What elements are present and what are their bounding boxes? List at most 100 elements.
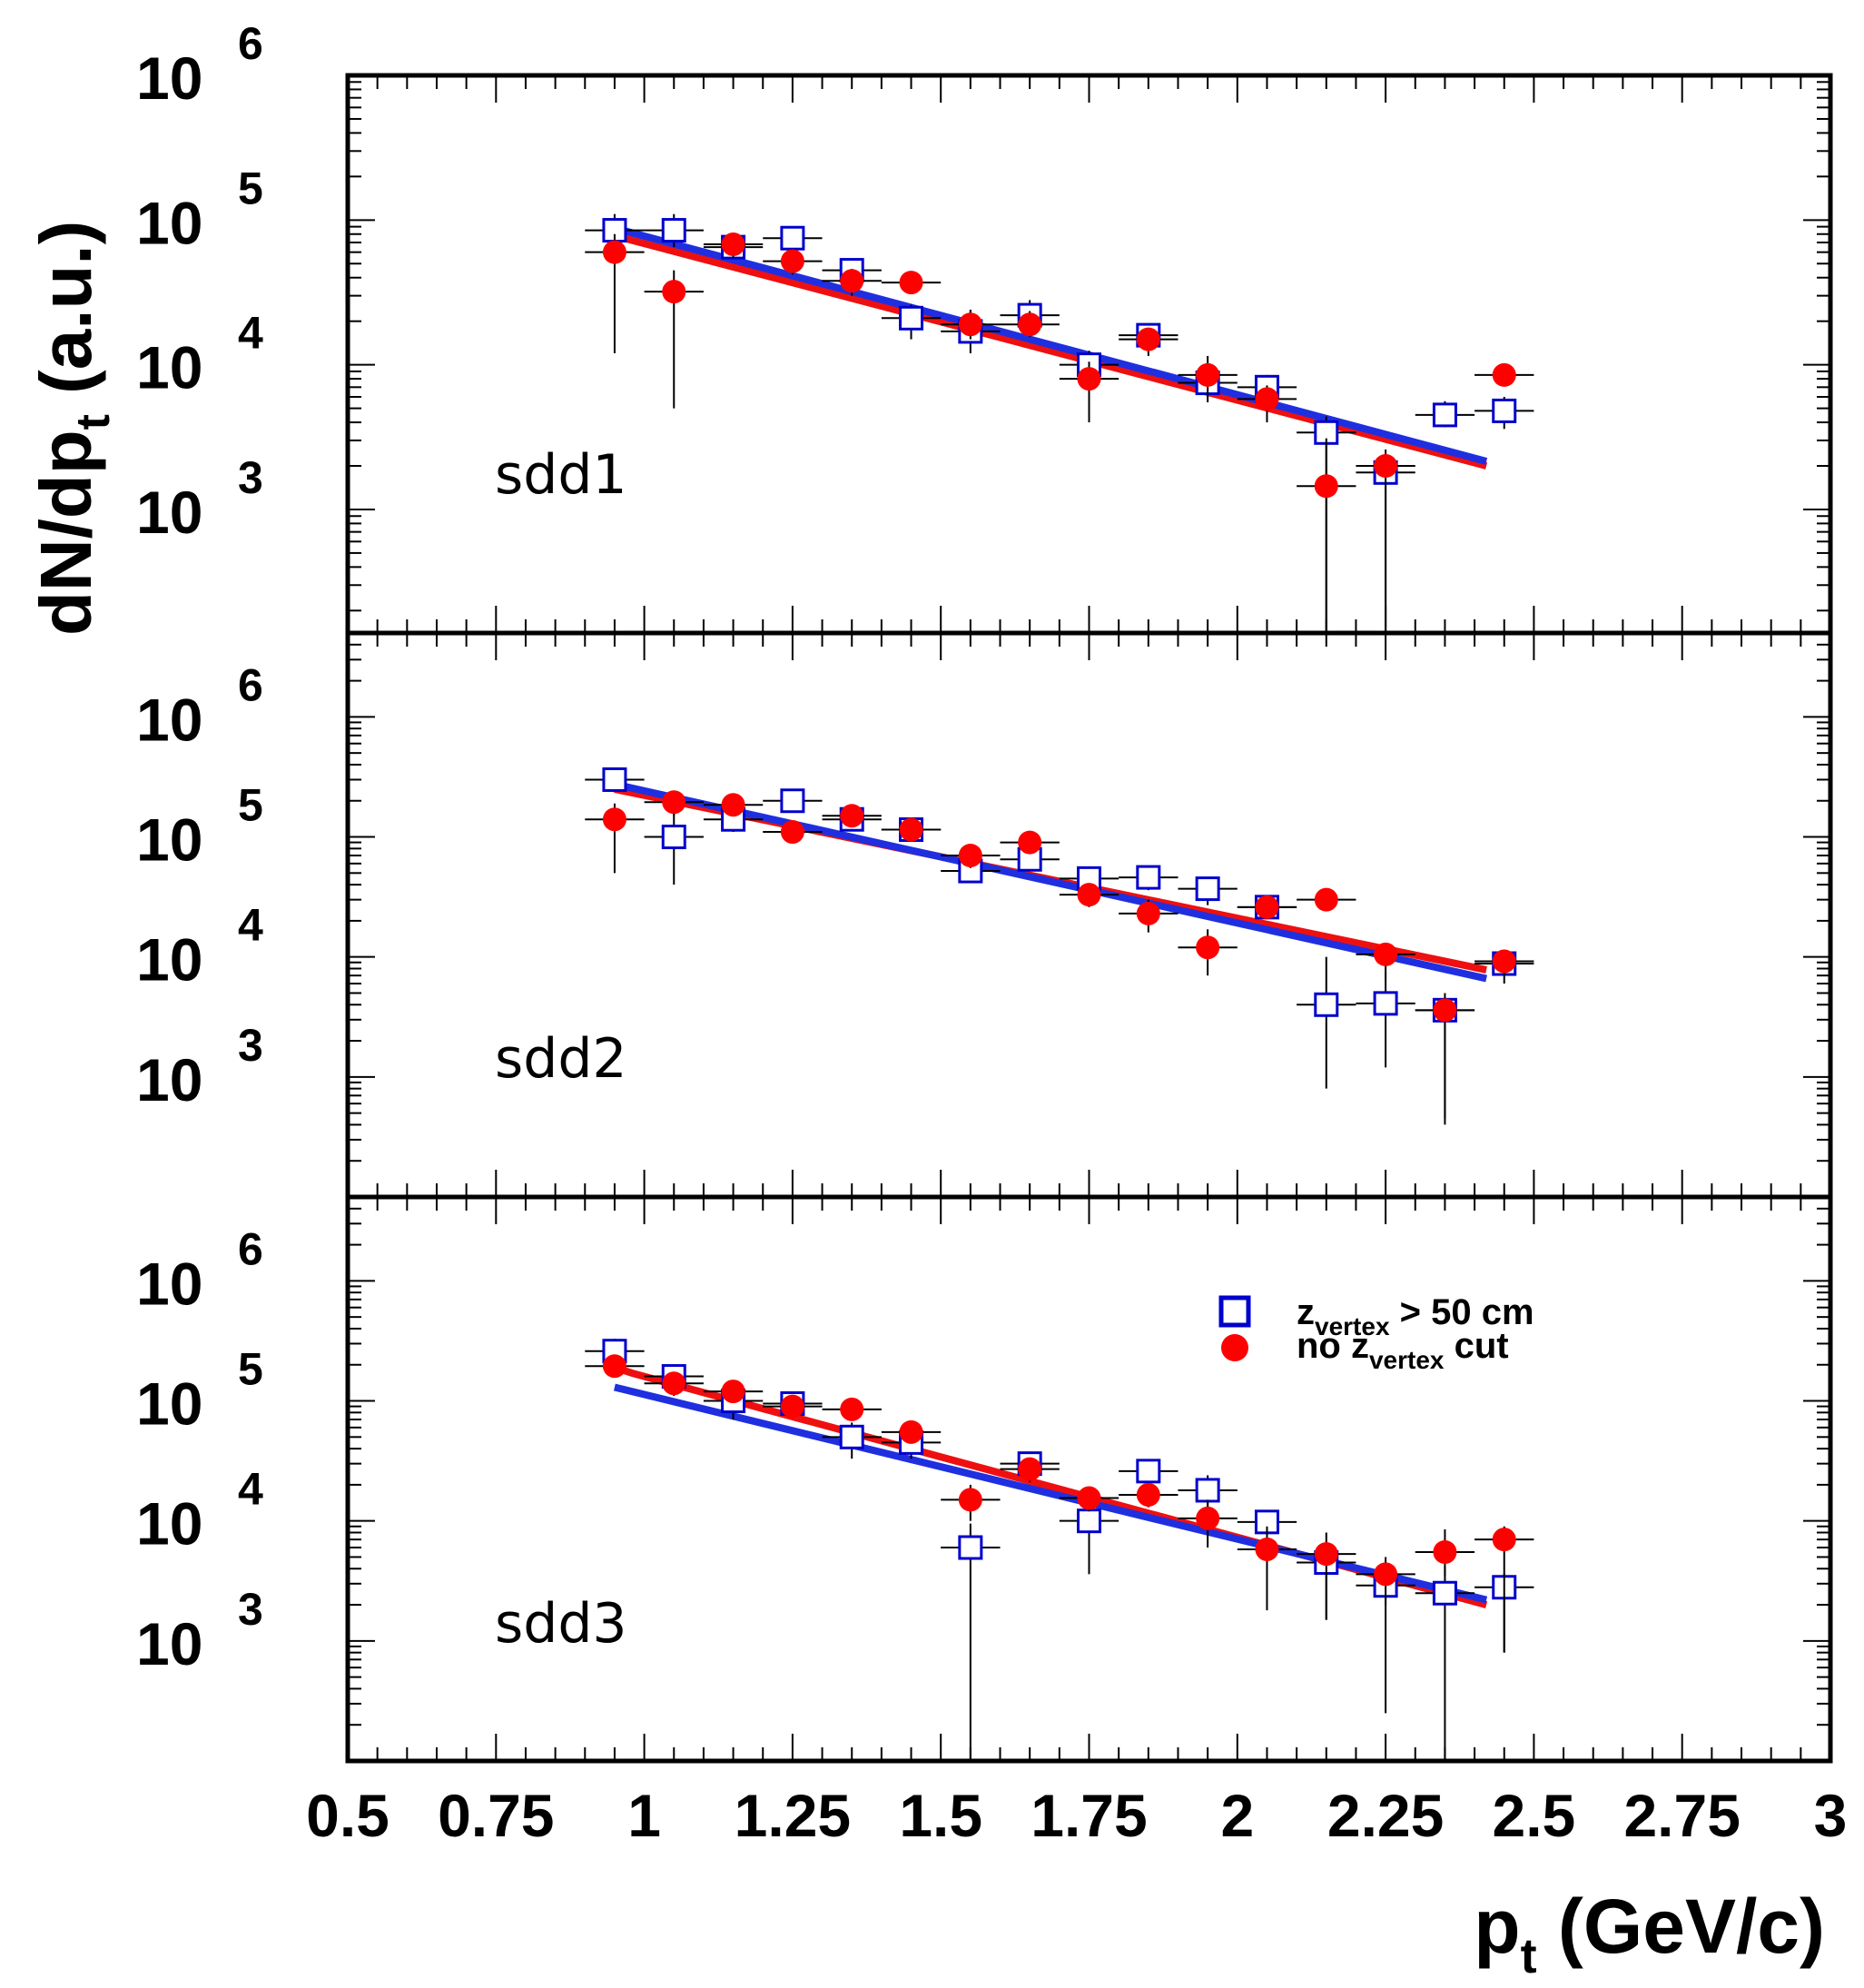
data-point-no-zvertex-cut (1136, 1482, 1160, 1507)
data-point-no-zvertex-cut (1492, 362, 1516, 387)
y-tick-label-exponent: 6 (238, 18, 263, 69)
data-point-no-zvertex-cut (899, 271, 923, 295)
y-tick-label-decade: 10 (136, 806, 202, 874)
y-tick-label-decade: 10 (136, 1370, 202, 1438)
data-point-no-zvertex-cut (602, 807, 626, 832)
data-point-zvertex-cut (1195, 1478, 1220, 1503)
x-tick-label: 0.5 (306, 1782, 390, 1849)
data-point-no-zvertex-cut (1196, 935, 1220, 960)
data-point-no-zvertex-cut (1374, 942, 1398, 966)
x-axis-title-rest: (GeV/c) (1537, 1884, 1825, 1969)
data-point-no-zvertex-cut (1314, 1542, 1338, 1567)
x-tick-label: 2.5 (1493, 1782, 1576, 1849)
legend-nocut-sub: vertex (1369, 1346, 1445, 1374)
fit-line-zvertex-cut (614, 780, 1487, 983)
y-tick-label-decade: 10 (136, 1490, 202, 1558)
x-tick-label: 1.75 (1031, 1782, 1147, 1849)
y-tick-label-decade: 10 (136, 926, 202, 994)
y-tick-label-decade: 10 (136, 1610, 202, 1677)
x-tick-labels: 0.5 0.75 1 1.25 1.5 1.75 2 2.25 2.5 2.75 3 (306, 1782, 1847, 1849)
data-point-zvertex-cut (1373, 991, 1398, 1016)
data-point-no-zvertex-cut (662, 790, 686, 815)
x-axis-title-main: p (1474, 1884, 1520, 1969)
legend-text-zcut: zvertex > 50 cm (1297, 1292, 1534, 1340)
legend: zvertex > 50 cm no zvertex cut (1218, 1292, 1534, 1374)
data-point-zvertex-cut (1077, 1508, 1101, 1534)
legend-zcut-sub: vertex (1315, 1312, 1390, 1340)
data-point-no-zvertex-cut (1018, 1457, 1042, 1481)
x-tick-label: 1.5 (899, 1782, 982, 1849)
data-point-no-zvertex-cut (721, 232, 745, 257)
data-point-zvertex-cut (1432, 1580, 1457, 1606)
data-point-no-zvertex-cut (1374, 454, 1398, 479)
data-point-zvertex-cut (1195, 876, 1220, 902)
data-point-zvertex-cut (661, 825, 686, 850)
data-point-no-zvertex-cut (899, 817, 923, 842)
data-point-no-zvertex-cut (958, 844, 982, 868)
data-point-zvertex-cut (839, 1424, 864, 1449)
y-tick-label-exponent: 4 (238, 900, 263, 951)
data-point-zvertex-cut (1492, 398, 1517, 423)
data-point-no-zvertex-cut (1196, 362, 1220, 387)
data-point-zvertex-cut (780, 225, 805, 251)
panel-label: sdd2 (495, 1027, 627, 1091)
data-point-no-zvertex-cut (1018, 312, 1042, 337)
data-point-no-zvertex-cut (1136, 327, 1160, 351)
data-point-no-zvertex-cut (1492, 1528, 1516, 1552)
y-tick-label-exponent: 5 (238, 780, 263, 831)
panel-sdd1: 10 3 10 4 10 5 10 6 sdd1 (136, 18, 1833, 636)
y-tick-label-decade: 10 (136, 334, 202, 401)
x-tick-label: 1 (627, 1782, 661, 1849)
y-tick-label-exponent: 3 (238, 1584, 263, 1635)
data-point-no-zvertex-cut (1018, 830, 1042, 855)
y-tick-label-exponent: 5 (238, 163, 263, 213)
y-axis-title-main: dN/dp (25, 430, 106, 636)
data-point-no-zvertex-cut (958, 312, 982, 337)
data-point-no-zvertex-cut (780, 1394, 804, 1419)
legend-nocut-pre: no z (1297, 1326, 1369, 1366)
y-tick-label-exponent: 6 (238, 659, 263, 710)
data-point-zvertex-cut (958, 1535, 983, 1560)
data-point-no-zvertex-cut (1314, 474, 1338, 499)
x-axis-title-sub: t (1521, 1929, 1537, 1983)
data-point-no-zvertex-cut (721, 1380, 745, 1404)
y-tick-label-exponent: 5 (238, 1344, 263, 1395)
panel-label: sdd1 (495, 443, 627, 507)
y-axis-title-sub: t (67, 414, 120, 430)
data-point-no-zvertex-cut (780, 820, 804, 845)
data-point-no-zvertex-cut (780, 249, 804, 273)
x-tick-label: 2 (1220, 1782, 1254, 1849)
y-tick-label-decade: 10 (136, 1250, 202, 1317)
data-point-zvertex-cut (661, 218, 686, 243)
data-point-no-zvertex-cut (1077, 1486, 1101, 1510)
data-point-no-zvertex-cut (1255, 1537, 1279, 1561)
legend-nocut-rest: cut (1445, 1326, 1509, 1366)
panel-sdd3: 10 3 10 4 10 5 10 6 sdd3 (136, 1194, 1833, 1764)
y-tick-label-exponent: 3 (238, 1020, 263, 1071)
y-tick-label-decade: 10 (136, 45, 202, 112)
data-point-no-zvertex-cut (1077, 367, 1101, 391)
y-tick-label-exponent: 4 (238, 1464, 263, 1515)
y-tick-label-exponent: 3 (238, 452, 263, 503)
data-point-no-zvertex-cut (1492, 949, 1516, 974)
x-axis-title: pt (GeV/c) (1474, 1884, 1825, 1983)
legend-text-nocut: no zvertex cut (1297, 1326, 1509, 1374)
data-point-zvertex-cut (899, 305, 924, 331)
data-point-zvertex-cut (1432, 402, 1457, 428)
y-axis-title: dN/dpt (a.u.) (25, 221, 120, 636)
panel-label: sdd3 (495, 1592, 627, 1656)
data-point-no-zvertex-cut (662, 1371, 686, 1396)
y-axis-title-rest: (a.u.) (25, 221, 106, 414)
fit-line-no-zvertex-cut (613, 232, 1488, 470)
data-point-no-zvertex-cut (1255, 387, 1279, 411)
x-tick-label: 1.25 (735, 1782, 851, 1849)
fit-line-zvertex-cut (613, 1383, 1488, 1604)
x-tick-label: 3 (1814, 1782, 1848, 1849)
data-point-no-zvertex-cut (602, 240, 626, 264)
data-point-no-zvertex-cut (840, 804, 864, 828)
x-tick-label: 2.75 (1623, 1782, 1740, 1849)
data-point-no-zvertex-cut (1314, 887, 1338, 912)
y-tick-label-decade: 10 (136, 686, 202, 753)
data-point-zvertex-cut (1314, 992, 1339, 1017)
